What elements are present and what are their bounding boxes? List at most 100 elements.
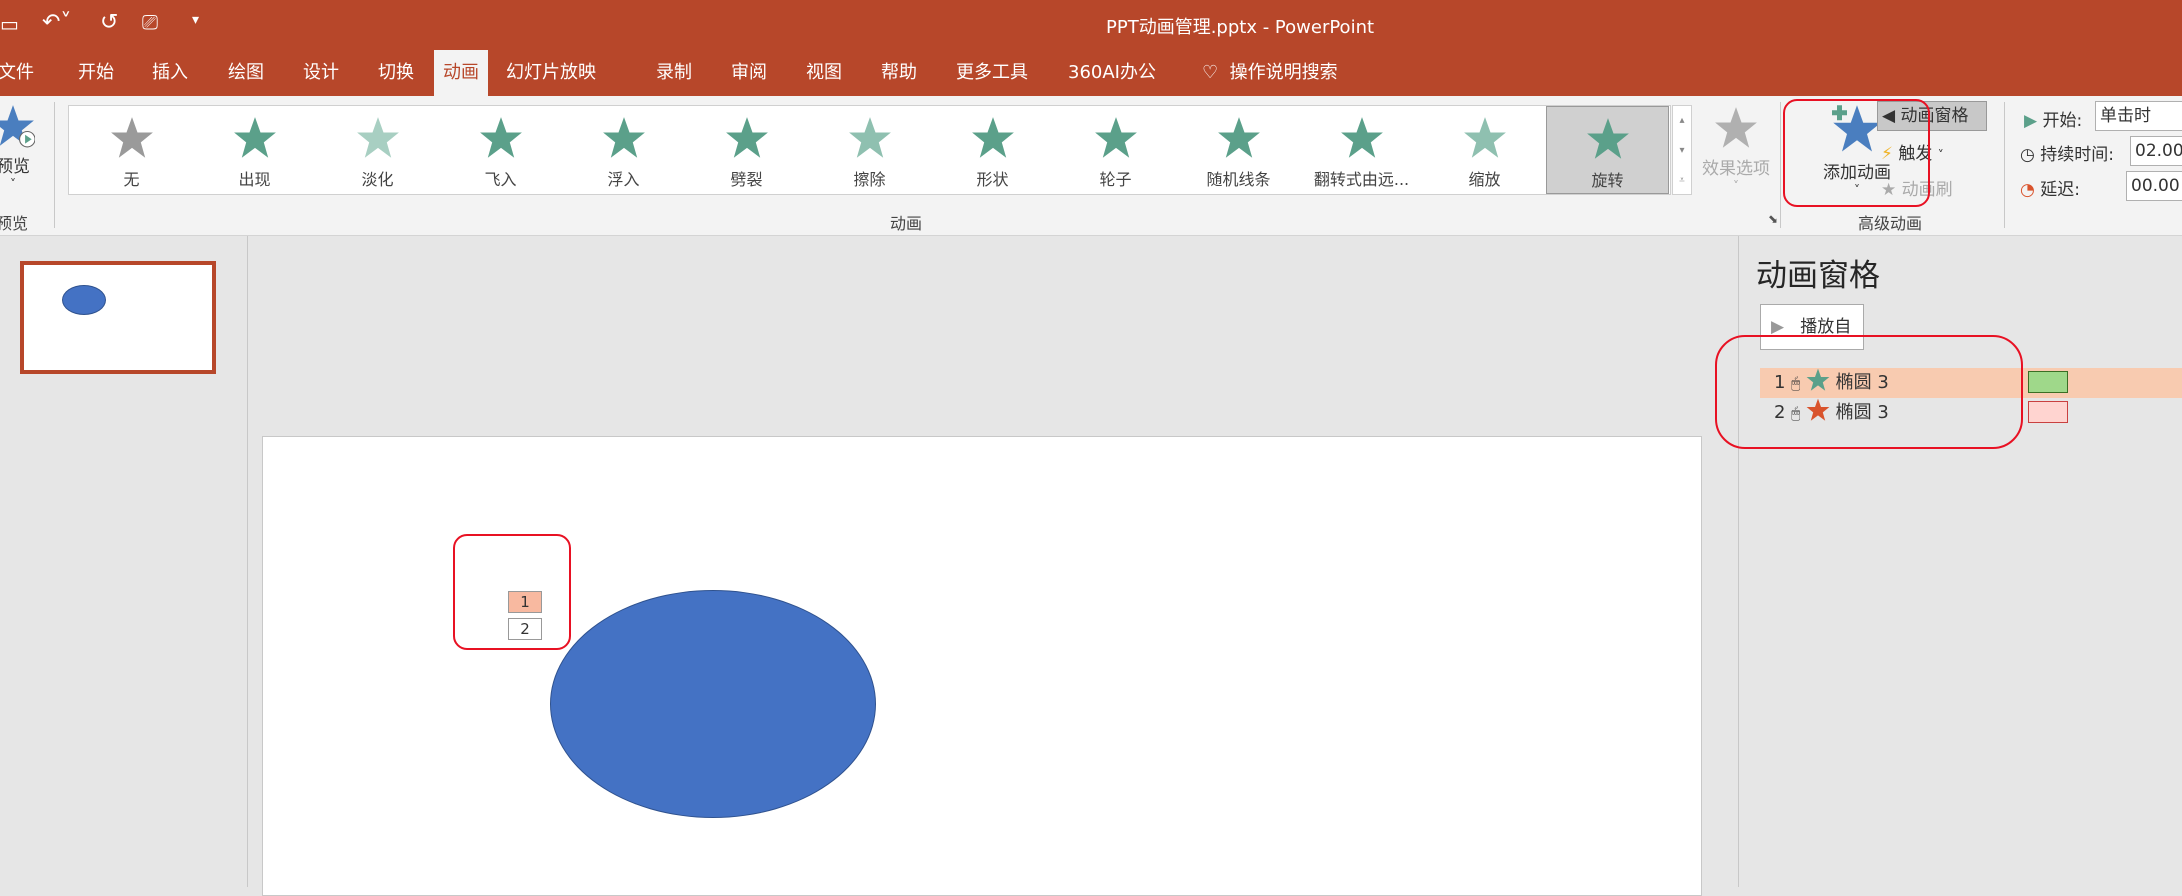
- add-star-icon: [1832, 105, 1881, 152]
- preview-label: 预览: [0, 157, 30, 177]
- anim-fade[interactable]: 淡化: [316, 106, 439, 194]
- present-icon[interactable]: ⎚: [142, 10, 158, 34]
- tab-360ai[interactable]: 360AI办公: [1068, 62, 1156, 83]
- anim-split[interactable]: 劈裂: [685, 106, 808, 194]
- undo-icon[interactable]: ↶˅: [42, 10, 72, 35]
- group-label-animation: 动画: [890, 214, 923, 233]
- anim-random-bars[interactable]: 随机线条: [1177, 106, 1300, 194]
- animation-list-item[interactable]: 1 🖱 椭圆 3: [1760, 368, 2182, 398]
- add-animation-label: 添加动画: [1823, 163, 1891, 183]
- painter-icon: ★: [1881, 180, 1897, 200]
- animation-pane: 动画窗格 ▶ 播放自 1 🖱 椭圆 3 2 🖱 椭圆 3: [1715, 236, 2182, 887]
- delay-input[interactable]: 00.00: [2126, 171, 2182, 201]
- anim-float-in[interactable]: 浮入: [562, 106, 685, 194]
- tab-review[interactable]: 审阅: [731, 62, 767, 83]
- effect-star-icon: [1715, 107, 1757, 148]
- slide-canvas: 1 2: [262, 436, 1702, 896]
- tab-design[interactable]: 设计: [303, 62, 339, 83]
- tab-help[interactable]: 帮助: [881, 62, 917, 83]
- anim-none[interactable]: 无: [70, 106, 193, 194]
- star-appear-icon: [233, 117, 276, 158]
- start-label: ▶ 开始:: [2024, 111, 2083, 131]
- star-grow-icon: [1340, 117, 1383, 158]
- ellipse-shape[interactable]: [550, 590, 876, 818]
- star-fly-icon: [479, 117, 522, 158]
- thumbnail-ellipse: [62, 285, 106, 315]
- slide-thumbnail-1[interactable]: [20, 261, 216, 374]
- timeline-bar-2[interactable]: [2028, 401, 2068, 423]
- animation-tag-1[interactable]: 1: [508, 591, 542, 613]
- star-wheel-icon: [1094, 117, 1137, 158]
- tell-me-label: 操作说明搜索: [1229, 62, 1338, 83]
- tab-slideshow[interactable]: 幻灯片放映: [506, 62, 596, 83]
- anim-appear[interactable]: 出现: [193, 106, 316, 194]
- mouse-click-icon: 🖱: [1791, 374, 1801, 392]
- lightning-icon: ⚡: [1881, 144, 1893, 164]
- tab-insert[interactable]: 插入: [152, 62, 188, 83]
- animation-tag-2[interactable]: 2: [508, 618, 542, 640]
- duration-label: ◷ 持续时间:: [2020, 145, 2114, 165]
- animation-pane-title: 动画窗格: [1756, 258, 1880, 294]
- star-gray-icon: [110, 117, 153, 158]
- duration-input[interactable]: 02.00: [2130, 136, 2182, 166]
- highlight-box-list: [1715, 335, 2023, 449]
- tab-file[interactable]: 文件: [0, 62, 34, 83]
- gallery-scrollbar[interactable]: ▴ ▾ ⩡: [1672, 105, 1692, 195]
- star-shape-icon: [971, 117, 1014, 158]
- title-bar: ▭ ↶˅ ↺ ⎚ ▾ PPT动画管理.pptx - PowerPoint: [0, 0, 2182, 50]
- tab-more-tools[interactable]: 更多工具: [956, 62, 1028, 83]
- anim-wipe[interactable]: 擦除: [808, 106, 931, 194]
- tab-view[interactable]: 视图: [806, 62, 842, 83]
- customize-icon[interactable]: ▾: [192, 12, 200, 28]
- anim-zoom[interactable]: 缩放: [1423, 106, 1546, 194]
- group-label-preview: 预览: [0, 214, 29, 233]
- trigger-button[interactable]: ⚡ 触发 ˅: [1881, 144, 1944, 164]
- redo-icon[interactable]: ↺: [100, 10, 119, 35]
- highlight-box-add-animation: [1783, 99, 1930, 207]
- tab-home[interactable]: 开始: [78, 62, 114, 83]
- clock-icon: ◷: [2020, 145, 2035, 165]
- group-label-advanced: 高级动画: [1858, 214, 1923, 233]
- mouse-click-icon: 🖱: [1791, 404, 1801, 422]
- star-bars-icon: [1217, 117, 1260, 158]
- lightbulb-icon: ♡: [1202, 62, 1219, 83]
- window-title: PPT动画管理.pptx - PowerPoint: [1106, 17, 1375, 38]
- highlight-box-tags: [453, 534, 571, 650]
- start-select[interactable]: 单击时: [2095, 101, 2182, 131]
- ribbon: 预览 ˅ 预览 无 出现 淡化 飞入 浮入 劈裂 擦除 形状 轮子 随机线条 翻…: [0, 96, 2182, 236]
- animation-gallery: 无 出现 淡化 飞入 浮入 劈裂 擦除 形状 轮子 随机线条 翻转式由远... …: [68, 105, 1671, 195]
- delay-label: ◔ 延迟:: [2020, 180, 2080, 200]
- anim-wheel[interactable]: 轮子: [1054, 106, 1177, 194]
- tab-record[interactable]: 录制: [656, 62, 692, 83]
- ribbon-tabs: 文件 开始 插入 绘图 设计 切换 动画 幻灯片放映 录制 审阅 视图 帮助 更…: [0, 50, 2182, 96]
- effect-options-button[interactable]: 效果选项 ˅: [1696, 106, 1776, 193]
- preview-star-icon: [0, 105, 36, 148]
- star-spin-icon: [1586, 118, 1629, 159]
- add-animation-button[interactable]: 添加动画 ˅: [1796, 104, 1918, 197]
- preview-button[interactable]: 预览 ˅: [0, 104, 38, 191]
- animation-list-item[interactable]: 2 🖱 椭圆 3: [1760, 398, 2182, 428]
- play-icon: ▶: [1771, 317, 1785, 337]
- anim-shape[interactable]: 形状: [931, 106, 1054, 194]
- slide-thumbnail-pane: [0, 236, 248, 887]
- tell-me-search[interactable]: ♡ 操作说明搜索: [1196, 50, 1344, 96]
- star-fade-icon: [356, 117, 399, 158]
- play-from-button[interactable]: ▶ 播放自: [1760, 304, 1864, 350]
- tab-draw[interactable]: 绘图: [228, 62, 264, 83]
- tab-animations[interactable]: 动画: [434, 50, 488, 96]
- play-icon: ▶: [2024, 111, 2038, 131]
- anim-grow-turn[interactable]: 翻转式由远...: [1300, 106, 1423, 194]
- star-float-icon: [602, 117, 645, 158]
- star-split-icon: [725, 117, 768, 158]
- anim-spin[interactable]: 旋转: [1546, 106, 1669, 194]
- selected-row-bg: [1760, 368, 2182, 398]
- save-icon[interactable]: ▭: [0, 12, 19, 36]
- dialog-launcher-icon[interactable]: ⬊: [1768, 212, 1779, 226]
- tab-transitions[interactable]: 切换: [378, 62, 414, 83]
- star-wipe-icon: [848, 117, 891, 158]
- anim-fly-in[interactable]: 飞入: [439, 106, 562, 194]
- animation-painter-button[interactable]: ★ 动画刷: [1881, 180, 1953, 200]
- timeline-bar-1[interactable]: [2028, 371, 2068, 393]
- animation-pane-icon: ◀: [1882, 106, 1896, 126]
- delay-clock-icon: ◔: [2020, 180, 2035, 200]
